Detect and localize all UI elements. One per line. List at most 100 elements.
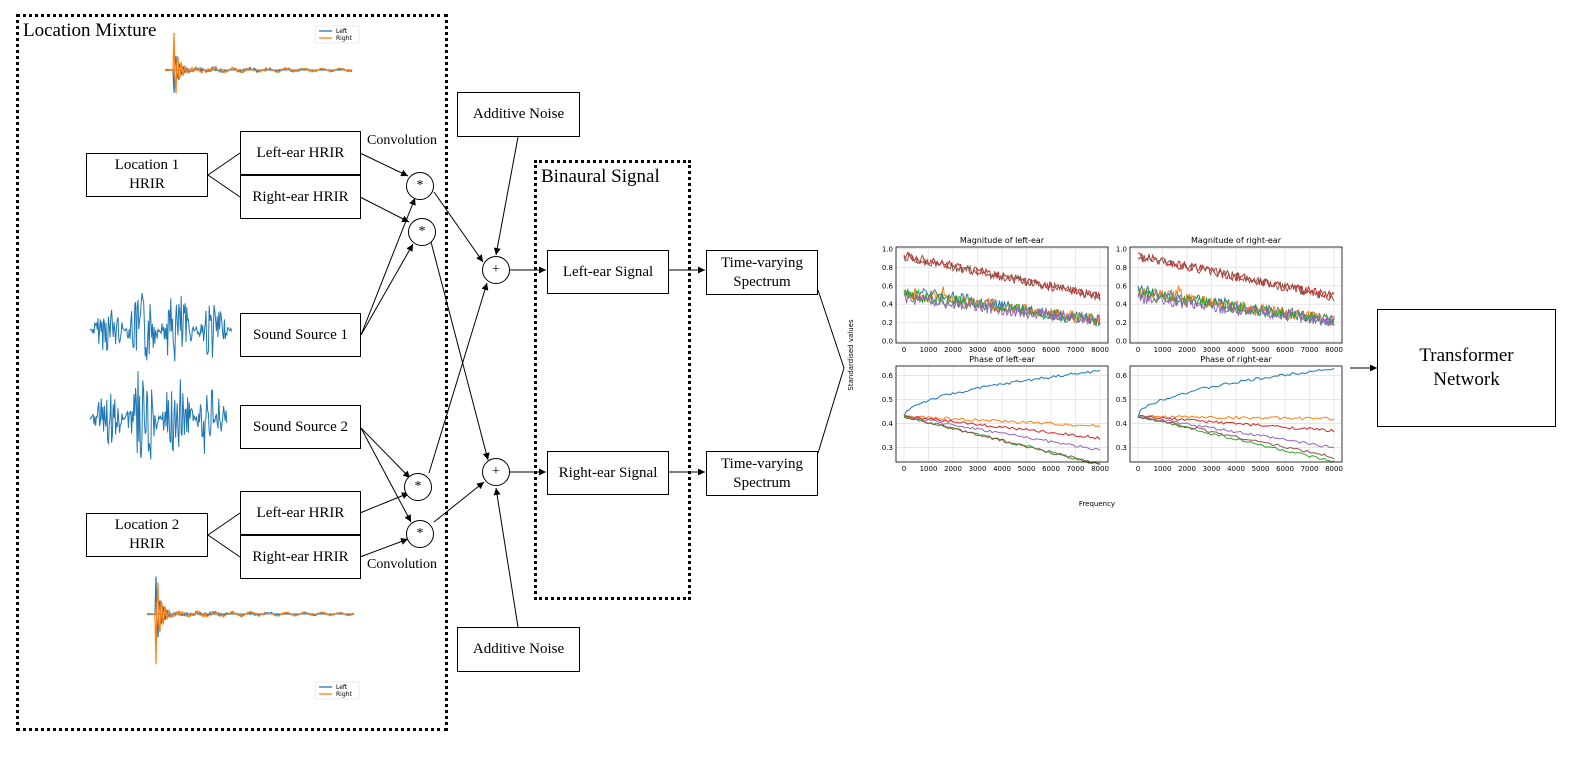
- x-tick-label: 2000: [1178, 346, 1196, 354]
- spectrum-panel-4: 0 1000 2000 3000 4000 5000 6000 7000 8000 0.3 0.4 0…: [1116, 355, 1343, 473]
- spectrum-panel-2: 0 1000 2000 3000 4000 5000 6000 7000 8000 0.0 0.2 0…: [1116, 236, 1343, 354]
- left-ear-hrir-2: Left-ear HRIR: [240, 491, 361, 535]
- location-mixture-group: [16, 14, 448, 731]
- x-tick-label: 2000: [1178, 465, 1196, 473]
- y-tick-label: 0.0: [1116, 338, 1127, 346]
- spectrum-plots: 0 1000 2000 3000 4000 5000 6000 7000 8000 0.0 0.2 0…: [847, 236, 1343, 508]
- y-tick-label: 0.8: [1116, 264, 1127, 272]
- panel-title: Magnitude of right-ear: [1191, 236, 1282, 245]
- x-tick-label: 0: [902, 465, 906, 473]
- y-tick-label: 1.0: [1116, 245, 1127, 253]
- location-2-label: Location 2 HRIR: [114, 517, 180, 552]
- spectrum-panel-3: 0 1000 2000 3000 4000 5000 6000 7000 8000 0.3 0.4 0…: [882, 355, 1109, 473]
- panel-title: Phase of right-ear: [1200, 355, 1272, 364]
- binaural-signal-title: Binaural Signal: [541, 166, 660, 187]
- series-line-5: [903, 293, 1101, 326]
- location-1-label: Location 1 HRIR: [114, 157, 180, 192]
- legend-right-bottom: Right: [336, 691, 352, 698]
- x-tick-label: 3000: [1203, 465, 1221, 473]
- y-tick-label: 0.2: [1116, 319, 1127, 327]
- right-ear-hrir-2: Right-ear HRIR: [240, 535, 361, 579]
- x-tick-label: 0: [1136, 346, 1140, 354]
- hrir-waveform-bottom: Left Right: [146, 576, 360, 700]
- convolution-label-bottom: Convolution: [367, 557, 438, 572]
- x-tick-label: 1000: [1154, 465, 1172, 473]
- x-tick-label: 4000: [993, 346, 1011, 354]
- convolution-operator-4: *: [406, 520, 434, 548]
- series-line-2: [1137, 414, 1335, 421]
- x-tick-label: 8000: [1325, 465, 1343, 473]
- series-line-4: [903, 414, 1101, 440]
- legend-left-top: Left: [336, 28, 348, 35]
- x-tick-label: 2000: [944, 465, 962, 473]
- y-tick-label: 0.6: [1116, 372, 1128, 380]
- plots-xlabel: Frequency: [1079, 500, 1115, 508]
- x-tick-label: 8000: [1325, 346, 1343, 354]
- x-tick-label: 4000: [1227, 465, 1245, 473]
- series-line-6: [1137, 416, 1335, 460]
- y-tick-label: 0.3: [1116, 444, 1127, 452]
- adder-bottom: +: [482, 458, 510, 486]
- location-1-hrir: Location 1 HRIR: [86, 153, 208, 197]
- x-tick-label: 6000: [1276, 465, 1294, 473]
- left-ear-signal: Left-ear Signal: [547, 250, 669, 294]
- time-varying-spectrum-top: Time-varying Spectrum: [706, 250, 818, 295]
- x-tick-label: 7000: [1301, 465, 1319, 473]
- x-tick-label: 4000: [993, 465, 1011, 473]
- y-tick-label: 0.6: [882, 372, 894, 380]
- left-ear-hrir-1: Left-ear HRIR: [240, 131, 361, 175]
- series-line-1: [903, 369, 1101, 417]
- panel-title: Magnitude of left-ear: [960, 236, 1045, 245]
- right-ear-hrir-1: Right-ear HRIR: [240, 175, 361, 219]
- legend-right-top: Right: [336, 35, 352, 42]
- x-tick-label: 4000: [1227, 346, 1245, 354]
- location-2-hrir: Location 2 HRIR: [86, 513, 208, 557]
- y-tick-label: 0.6: [1116, 282, 1128, 290]
- transformer-label: Transformer Network: [1419, 345, 1514, 390]
- series-line-5: [1137, 291, 1335, 326]
- x-tick-label: 1000: [920, 346, 938, 354]
- series-line-6: [1137, 253, 1335, 302]
- series-line-5: [903, 414, 1101, 451]
- x-tick-label: 1000: [920, 465, 938, 473]
- adder-top: +: [482, 256, 510, 284]
- sound-source-2: Sound Source 2: [240, 405, 361, 449]
- series-line-3: [1137, 287, 1335, 327]
- series-line-6: [903, 415, 1101, 465]
- sound-source-1: Sound Source 1: [240, 313, 361, 357]
- sound-source-1-waveform: [89, 292, 233, 362]
- y-tick-label: 0.6: [882, 282, 894, 290]
- series-line-6: [903, 251, 1101, 302]
- x-tick-label: 6000: [1042, 346, 1060, 354]
- x-tick-label: 5000: [1018, 346, 1036, 354]
- y-tick-label: 0.4: [1116, 420, 1128, 428]
- hrir-waveform-top: Left Right: [164, 25, 360, 94]
- y-tick-label: 1.0: [882, 245, 893, 253]
- additive-noise-bottom: Additive Noise: [457, 627, 580, 672]
- y-tick-label: 0.4: [882, 420, 894, 428]
- spectrum-top-label: Time-varying Spectrum: [721, 254, 803, 290]
- x-tick-label: 2000: [944, 346, 962, 354]
- x-tick-label: 3000: [1203, 346, 1221, 354]
- series-line-4: [1137, 414, 1335, 433]
- x-tick-label: 8000: [1091, 465, 1109, 473]
- x-tick-label: 5000: [1018, 465, 1036, 473]
- x-tick-label: 3000: [969, 346, 987, 354]
- x-tick-label: 6000: [1042, 465, 1060, 473]
- transformer-network: Transformer Network: [1377, 309, 1556, 427]
- x-tick-label: 7000: [1067, 346, 1085, 354]
- location-mixture-title: Location Mixture: [23, 20, 157, 41]
- x-tick-label: 8000: [1091, 346, 1109, 354]
- convolution-operator-2: *: [408, 218, 436, 246]
- convolution-operator-1: *: [406, 172, 434, 200]
- convolution-operator-3: *: [404, 473, 432, 501]
- y-tick-label: 0.4: [1116, 301, 1128, 309]
- additive-noise-top: Additive Noise: [457, 92, 580, 137]
- x-tick-label: 1000: [1154, 346, 1172, 354]
- x-tick-label: 5000: [1252, 465, 1270, 473]
- y-tick-label: 0.2: [882, 319, 893, 327]
- x-tick-label: 6000: [1276, 346, 1294, 354]
- series-line-3: [1137, 415, 1335, 463]
